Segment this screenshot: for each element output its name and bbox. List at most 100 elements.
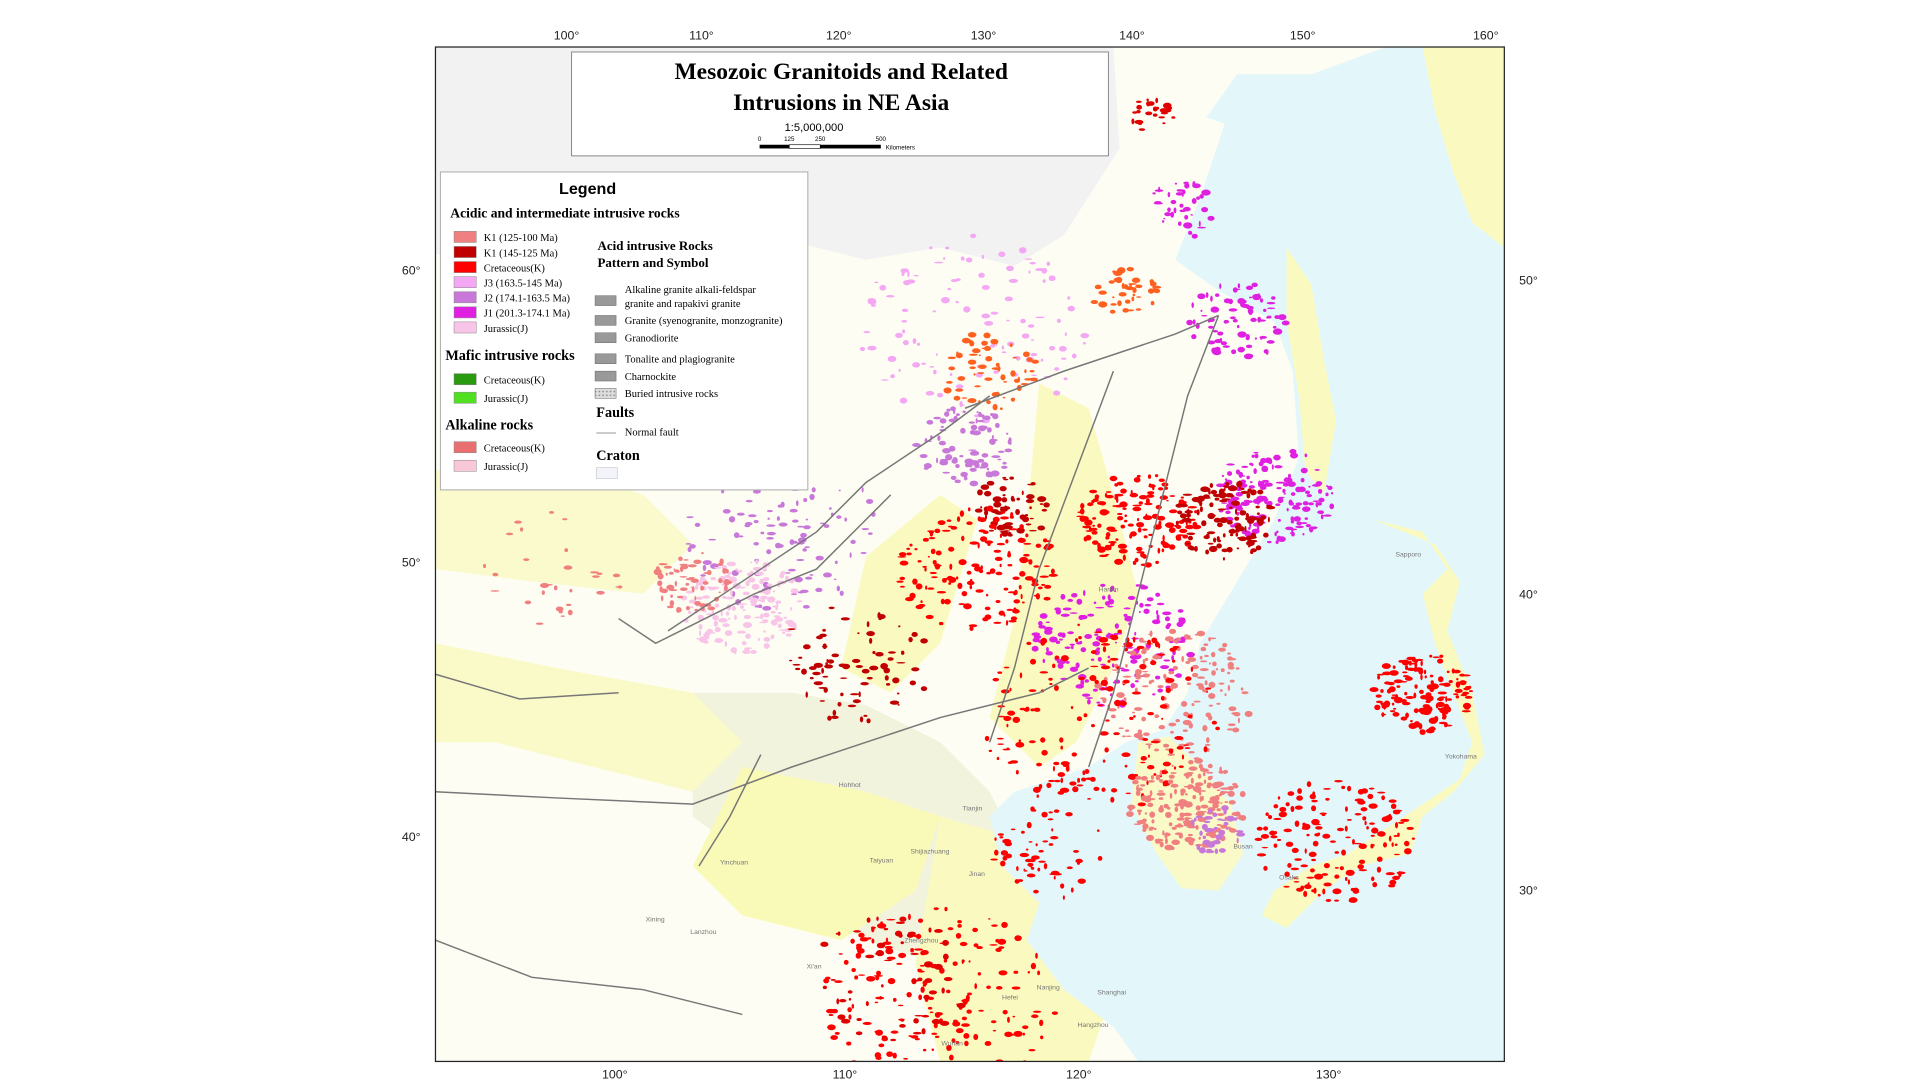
intrusion-patch xyxy=(1332,888,1342,895)
intrusion-patch xyxy=(770,610,776,614)
intrusion-patch xyxy=(686,516,694,519)
intrusion-patch xyxy=(955,413,960,417)
intrusion-patch xyxy=(1002,838,1012,844)
intrusion-patch xyxy=(1060,777,1064,784)
intrusion-patch xyxy=(1091,530,1098,535)
intrusion-patch xyxy=(828,1014,834,1016)
intrusion-patch xyxy=(934,1012,944,1016)
intrusion-patch xyxy=(1124,514,1128,518)
intrusion-patch xyxy=(873,974,884,977)
intrusion-patch xyxy=(969,626,974,631)
intrusion-patch xyxy=(1143,608,1150,614)
intrusion-patch xyxy=(961,535,965,542)
intrusion-patch xyxy=(930,548,936,555)
city-label: Shijiazhuang xyxy=(911,849,950,856)
intrusion-patch xyxy=(1083,713,1088,718)
intrusion-patch xyxy=(1193,817,1197,822)
intrusion-patch xyxy=(940,296,950,304)
intrusion-patch xyxy=(1040,358,1044,362)
intrusion-patch xyxy=(1132,779,1139,785)
legend-swatch xyxy=(453,306,477,319)
intrusion-patch xyxy=(1071,752,1078,757)
intrusion-patch xyxy=(1309,526,1314,533)
intrusion-patch xyxy=(1019,571,1026,577)
intrusion-patch xyxy=(1123,679,1130,684)
intrusion-patch xyxy=(1248,535,1257,540)
intrusion-patch xyxy=(973,1065,981,1068)
intrusion-patch xyxy=(1016,497,1021,501)
intrusion-patch xyxy=(927,530,935,533)
intrusion-patch xyxy=(657,580,663,587)
intrusion-patch xyxy=(1116,268,1126,272)
intrusion-patch xyxy=(1438,721,1448,725)
intrusion-patch xyxy=(1195,815,1203,819)
intrusion-patch xyxy=(1235,525,1244,531)
intrusion-patch xyxy=(974,385,981,388)
intrusion-patch xyxy=(596,590,605,595)
intrusion-patch xyxy=(927,1006,933,1010)
intrusion-patch xyxy=(1208,704,1214,707)
intrusion-patch xyxy=(1195,813,1200,816)
intrusion-patch xyxy=(1124,764,1128,768)
intrusion-patch xyxy=(1217,818,1223,821)
intrusion-patch xyxy=(1128,283,1137,285)
legend-swatch xyxy=(453,276,477,289)
intrusion-patch xyxy=(936,591,947,594)
intrusion-patch xyxy=(992,413,999,420)
intrusion-patch xyxy=(840,692,844,697)
intrusion-patch xyxy=(1445,696,1448,703)
intrusion-patch xyxy=(857,632,860,635)
intrusion-patch xyxy=(686,590,694,594)
intrusion-patch xyxy=(931,1018,941,1025)
intrusion-patch xyxy=(1019,514,1027,520)
intrusion-patch xyxy=(1141,670,1149,673)
intrusion-patch xyxy=(1303,890,1308,898)
intrusion-patch xyxy=(1220,824,1228,829)
intrusion-patch xyxy=(1012,498,1016,502)
intrusion-patch xyxy=(1076,784,1084,787)
intrusion-patch xyxy=(492,572,499,577)
intrusion-patch xyxy=(1130,659,1138,664)
intrusion-patch xyxy=(805,518,809,521)
intrusion-patch xyxy=(1455,695,1460,699)
intrusion-patch xyxy=(1320,514,1324,520)
intrusion-patch xyxy=(1133,477,1141,483)
intrusion-patch xyxy=(698,636,708,643)
intrusion-patch xyxy=(687,564,697,568)
intrusion-patch xyxy=(828,606,835,610)
intrusion-patch xyxy=(1468,690,1474,693)
intrusion-patch xyxy=(1430,680,1434,685)
intrusion-patch xyxy=(1178,765,1184,769)
intrusion-patch xyxy=(1110,541,1115,547)
intrusion-patch xyxy=(1125,729,1130,732)
intrusion-patch xyxy=(1241,691,1249,695)
intrusion-patch xyxy=(1302,827,1306,830)
intrusion-patch xyxy=(1308,502,1314,506)
intrusion-patch xyxy=(1137,517,1140,522)
intrusion-patch xyxy=(1368,787,1375,790)
intrusion-patch xyxy=(900,650,905,655)
intrusion-patch xyxy=(1319,812,1327,815)
intrusion-patch xyxy=(1006,319,1010,322)
intrusion-patch xyxy=(1369,822,1375,825)
intrusion-patch xyxy=(920,638,928,644)
intrusion-patch xyxy=(1248,485,1255,489)
intrusion-patch xyxy=(1110,796,1115,803)
intrusion-patch xyxy=(870,304,877,307)
intrusion-patch xyxy=(973,943,979,948)
intrusion-patch xyxy=(1187,657,1197,662)
intrusion-patch xyxy=(1187,714,1193,719)
intrusion-patch xyxy=(848,1014,852,1020)
intrusion-patch xyxy=(999,836,1004,839)
intrusion-patch xyxy=(713,620,719,627)
intrusion-patch xyxy=(1122,507,1127,510)
intrusion-patch xyxy=(1100,663,1107,666)
intrusion-patch xyxy=(1208,681,1216,689)
intrusion-patch xyxy=(766,537,774,540)
intrusion-patch xyxy=(1302,501,1309,506)
intrusion-patch xyxy=(988,749,993,753)
intrusion-patch xyxy=(955,1028,964,1034)
intrusion-patch xyxy=(1195,790,1202,793)
intrusion-patch xyxy=(1393,679,1404,684)
intrusion-patch xyxy=(958,603,965,606)
